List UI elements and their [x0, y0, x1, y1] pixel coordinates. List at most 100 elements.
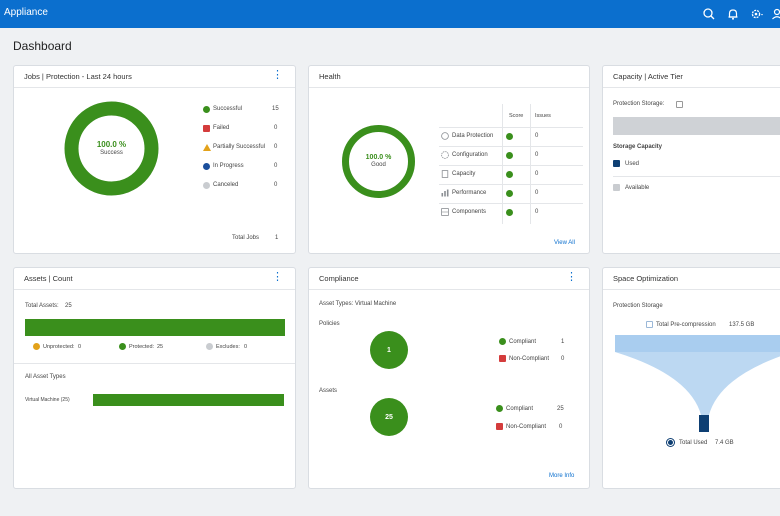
check-circle-icon	[496, 405, 503, 412]
capacity-used-label: Used	[625, 161, 640, 167]
jobs-card: Jobs | Protection - Last 24 hours ⋮ 100.…	[13, 65, 296, 254]
space-funnel-chart	[615, 335, 780, 432]
document-icon	[441, 170, 449, 178]
check-circle-icon	[506, 190, 513, 197]
health-row[interactable]: Components 0	[439, 203, 583, 222]
assets-legend-label: Unprotected:	[43, 344, 75, 350]
total-jobs-value: 1	[275, 235, 279, 241]
policies-count-badge: 1	[370, 331, 408, 369]
health-row-label: Capacity	[452, 171, 476, 177]
compliance-row-label: Compliant	[509, 339, 537, 345]
view-all-link[interactable]: View All	[554, 240, 575, 246]
health-row-divider	[439, 203, 583, 204]
check-circle-icon	[203, 106, 210, 113]
jobs-legend-item[interactable]: Partially Successful 0	[203, 143, 288, 153]
total-used-label: Total Used	[679, 440, 708, 446]
assets-card-header: Assets | Count ⋮	[14, 268, 295, 290]
asset-type-label: Virtual Machine (25)	[25, 397, 70, 403]
jobs-legend-item[interactable]: In Progress 0	[203, 162, 288, 172]
x-square-icon	[496, 423, 503, 430]
compliance-card-title: Compliance	[319, 274, 359, 283]
check-circle-icon	[499, 338, 506, 345]
assets-legend-value: 0	[78, 344, 82, 350]
assets-legend-value: 0	[244, 344, 248, 350]
shield-check-icon	[119, 343, 126, 350]
health-card-header: Health	[309, 66, 589, 88]
total-assets-label: Total Assets:	[25, 303, 59, 309]
available-legend-swatch	[613, 184, 620, 191]
compliance-row-value: 1	[561, 339, 565, 345]
jobs-donut-label: Success	[100, 150, 123, 156]
total-assets-bar	[25, 319, 285, 336]
health-row[interactable]: Configuration 0	[439, 146, 583, 165]
capacity-divider	[613, 176, 780, 177]
jobs-donut-value: 100.0 %	[96, 140, 127, 149]
x-square-icon	[499, 355, 506, 362]
compliance-asset-type: Asset Types: Virtual Machine	[319, 301, 397, 307]
health-donut-label: Good	[371, 162, 386, 168]
assets-card-title: Assets | Count	[24, 274, 73, 283]
assets-count-badge: 25	[370, 398, 408, 436]
jobs-donut-chart	[64, 101, 159, 196]
health-row-divider	[439, 165, 583, 166]
compliance-menu-kebab-icon[interactable]: ⋮	[566, 271, 577, 283]
health-row-divider	[439, 127, 583, 128]
pre-compression-value: 137.5 GB	[729, 322, 755, 328]
health-col-divider	[502, 104, 503, 224]
check-circle-icon	[506, 152, 513, 159]
used-legend-swatch	[613, 160, 620, 167]
gear-icon[interactable]	[750, 7, 764, 21]
health-row[interactable]: Capacity 0	[439, 165, 583, 184]
jobs-legend-item[interactable]: Failed 0	[203, 124, 288, 134]
assets-menu-kebab-icon[interactable]: ⋮	[272, 271, 283, 283]
gear-icon	[441, 151, 449, 159]
assets-label: Assets	[319, 388, 338, 394]
bar-chart-icon	[441, 189, 449, 197]
warning-triangle-icon	[203, 144, 211, 151]
jobs-legend-item[interactable]: Successful 15	[203, 105, 288, 115]
jobs-legend-item[interactable]: Canceled 0	[203, 181, 288, 191]
compliance-row-value: 0	[559, 424, 563, 430]
info-circle-icon	[203, 163, 210, 170]
health-row-label: Data Protection	[452, 133, 494, 139]
asset-type-bar[interactable]	[93, 394, 284, 406]
jobs-legend-label: Canceled	[213, 182, 239, 188]
canceled-circle-icon	[203, 182, 210, 189]
shield-icon	[441, 132, 449, 140]
check-circle-icon	[506, 209, 513, 216]
space-card-header: Space Optimization	[603, 268, 780, 290]
user-icon[interactable]	[772, 7, 780, 21]
jobs-legend-label: Successful	[213, 106, 243, 112]
health-col-issues: Issues	[535, 113, 551, 119]
jobs-menu-kebab-icon[interactable]: ⋮	[272, 69, 283, 81]
capacity-card-title: Capacity | Active Tier	[613, 72, 683, 81]
health-donut-value: 100.0 %	[365, 154, 392, 161]
top-bar: Appliance	[0, 0, 780, 28]
x-square-icon	[203, 125, 210, 132]
total-jobs-label: Total Jobs	[232, 235, 260, 241]
health-row[interactable]: Data Protection 0	[439, 127, 583, 146]
bell-icon[interactable]	[726, 7, 740, 21]
assets-legend-label: Protected:	[129, 344, 155, 350]
search-icon[interactable]	[702, 7, 716, 21]
policies-label: Policies	[319, 321, 340, 327]
excludes-circle-icon	[206, 343, 213, 350]
more-info-link[interactable]: More Info	[549, 473, 575, 479]
compliance-row-value: 25	[557, 406, 564, 412]
check-circle-icon	[506, 133, 513, 140]
compliance-card: Compliance ⋮ Asset Types: Virtual Machin…	[308, 267, 590, 489]
health-row-issues: 0	[535, 190, 539, 196]
health-row[interactable]: Performance 0	[439, 184, 583, 203]
health-row-issues: 0	[535, 209, 539, 215]
total-used-value: 7.4 GB	[715, 440, 734, 446]
jobs-legend-count: 0	[274, 163, 278, 169]
jobs-legend-count: 0	[274, 144, 278, 150]
health-row-issues: 0	[535, 171, 539, 177]
compliance-row-value: 0	[561, 356, 565, 362]
jobs-legend-label: In Progress	[213, 163, 244, 169]
jobs-card-title: Jobs | Protection - Last 24 hours	[24, 72, 132, 81]
health-row-issues: 0	[535, 133, 539, 139]
jobs-legend-count: 0	[274, 182, 278, 188]
total-assets-value: 25	[65, 303, 72, 309]
jobs-legend-label: Partially Successful	[213, 144, 266, 150]
